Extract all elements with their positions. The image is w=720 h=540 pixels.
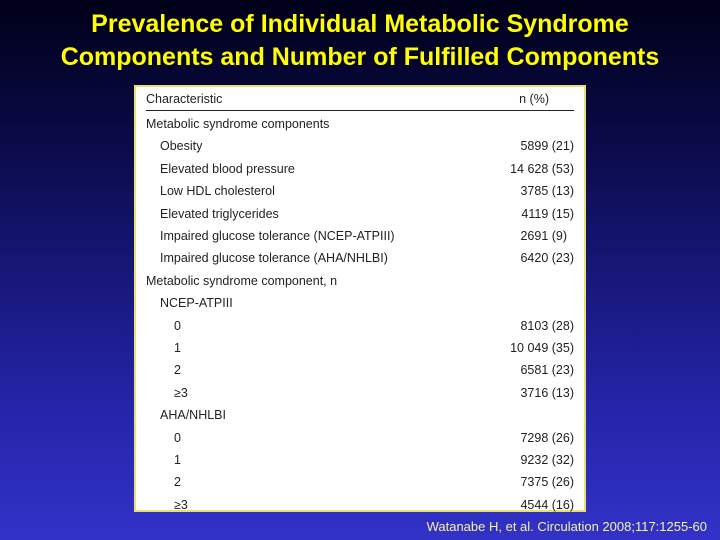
- table-row: Elevated blood pressure 14 628 (53): [136, 158, 584, 180]
- table-row: 2 6581 (23): [136, 359, 584, 381]
- row-value: 7375 (26): [520, 475, 574, 490]
- table-row: ≥3 4544 (16): [136, 494, 584, 516]
- header-characteristic: Characteristic: [146, 92, 223, 106]
- row-label: Obesity: [160, 139, 203, 154]
- row-value: 4119 (15): [521, 206, 574, 221]
- row-label: Elevated triglycerides: [160, 206, 279, 221]
- row-label: ≥3: [174, 497, 188, 512]
- row-label: Impaired glucose tolerance (NCEP-ATPIII): [160, 229, 395, 243]
- row-label: 1: [174, 453, 181, 467]
- header-n-percent: n (%): [519, 92, 549, 106]
- row-label: Elevated blood pressure: [160, 161, 295, 176]
- table-row: Obesity 5899 (21): [136, 135, 584, 157]
- table-row: 2 7375 (26): [136, 471, 584, 493]
- row-value: 8103 (28): [520, 318, 574, 333]
- table-row: NCEP-ATPIII: [136, 292, 584, 314]
- table-row: Impaired glucose tolerance (NCEP-ATPIII)…: [136, 225, 584, 247]
- row-value: 9232 (32): [520, 453, 574, 467]
- row-label: Impaired glucose tolerance (AHA/NHLBI): [160, 251, 388, 266]
- title-line-1: Prevalence of Individual Metabolic Syndr…: [91, 10, 629, 38]
- table-row: Metabolic syndrome components: [136, 113, 584, 135]
- row-label: 0: [174, 430, 181, 445]
- table-row: Low HDL cholesterol 3785 (13): [136, 180, 584, 202]
- table-row: 1 10 049 (35): [136, 337, 584, 359]
- table-row: AHA/NHLBI: [136, 404, 584, 426]
- title-line-2: Components and Number of Fulfilled Compo…: [60, 43, 660, 71]
- row-value: 3785 (13): [520, 184, 574, 199]
- row-value: 5899 (21): [520, 139, 574, 154]
- data-table: Characteristic n (%) Metabolic syndrome …: [134, 85, 586, 512]
- row-label: Metabolic syndrome components: [146, 117, 330, 131]
- table-row: Elevated triglycerides 4119 (15): [136, 203, 584, 225]
- row-label: AHA/NHLBI: [160, 408, 226, 423]
- table-row: Metabolic syndrome component, n: [136, 270, 584, 292]
- row-value: 4544 (16): [520, 497, 574, 512]
- citation: Watanabe H, et al. Circulation 2008;117:…: [426, 519, 707, 534]
- row-label: 2: [174, 475, 181, 490]
- table-row: 0 7298 (26): [136, 427, 584, 449]
- table-row: 1 9232 (32): [136, 449, 584, 471]
- row-label: 2: [174, 363, 181, 378]
- row-label: Low HDL cholesterol: [160, 184, 275, 199]
- table-header: Characteristic n (%): [146, 90, 574, 111]
- row-value: 3716 (13): [520, 385, 574, 400]
- row-value: 6581 (23): [520, 363, 574, 378]
- row-value: 6420 (23): [520, 251, 574, 266]
- row-value: 14 628 (53): [510, 161, 574, 176]
- row-label: 1: [174, 341, 181, 355]
- table-row: Impaired glucose tolerance (AHA/NHLBI) 64…: [136, 247, 584, 269]
- row-label: ≥3: [174, 385, 188, 400]
- row-value: 7298 (26): [520, 430, 574, 445]
- slide-title: Prevalence of Individual Metabolic Syndr…: [0, 8, 720, 74]
- row-label: 0: [174, 318, 181, 333]
- row-value: 2691 (9): [520, 229, 574, 243]
- row-value: 10 049 (35): [510, 341, 574, 355]
- table-row: 0 8103 (28): [136, 315, 584, 337]
- row-label: Metabolic syndrome component, n: [146, 273, 338, 288]
- row-label: NCEP-ATPIII: [160, 296, 233, 311]
- table-row: ≥3 3716 (13): [136, 382, 584, 404]
